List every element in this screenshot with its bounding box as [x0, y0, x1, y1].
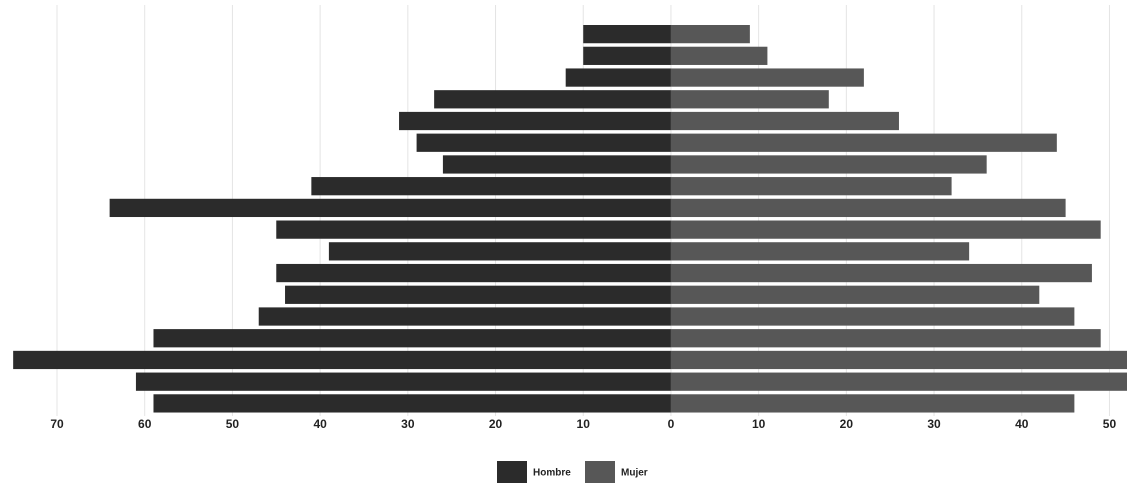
bar [583, 25, 671, 44]
bar [285, 285, 671, 304]
x-tick-label: 10 [752, 417, 766, 431]
bar [670, 263, 1092, 283]
x-tick-label: 10 [577, 417, 591, 431]
bar [670, 372, 1127, 391]
bar [416, 133, 671, 152]
bar [670, 111, 899, 131]
bar [670, 46, 768, 65]
bar [670, 25, 750, 44]
bar [670, 155, 987, 174]
x-tick-label: 20 [489, 417, 503, 431]
bar [328, 242, 671, 261]
bar [670, 350, 1127, 370]
bar [109, 198, 671, 218]
bar [442, 155, 671, 174]
bar [670, 394, 1075, 413]
x-tick-label: 20 [840, 417, 854, 431]
bar [670, 90, 829, 109]
bar [13, 350, 671, 370]
bar [434, 90, 671, 109]
x-tick-label: 40 [313, 417, 327, 431]
x-tick-label: 50 [1103, 417, 1117, 431]
bar [670, 133, 1057, 152]
bar [670, 68, 864, 87]
bar [135, 372, 671, 391]
bar [153, 394, 671, 413]
x-tick-label: 30 [401, 417, 415, 431]
x-tick-label: 0 [668, 417, 675, 431]
x-tick-label: 70 [50, 417, 64, 431]
legend-label: Hombre [533, 468, 571, 479]
bar [670, 198, 1066, 218]
bar [565, 68, 671, 87]
x-tick-label: 50 [226, 417, 240, 431]
bar [276, 220, 671, 239]
legend-swatch [497, 461, 527, 483]
legend-label: Mujer [621, 468, 648, 479]
bar [670, 285, 1040, 304]
x-tick-label: 40 [1015, 417, 1029, 431]
bar [153, 329, 671, 348]
bar [399, 111, 671, 131]
bar [258, 307, 671, 326]
legend-swatch [585, 461, 615, 483]
bar [276, 263, 671, 283]
bar [583, 46, 671, 65]
bar [670, 329, 1101, 348]
x-tick-label: 30 [927, 417, 941, 431]
bar [670, 242, 970, 261]
x-tick-label: 60 [138, 417, 152, 431]
bar [670, 307, 1075, 326]
bar [670, 220, 1101, 239]
bar [311, 177, 671, 196]
bar [670, 177, 952, 196]
